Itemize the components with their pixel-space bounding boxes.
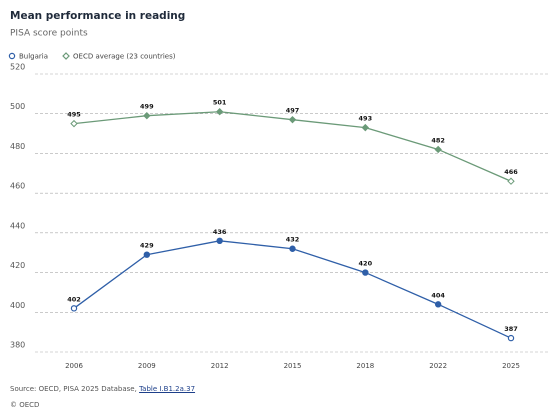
source-text: Source: OECD, PISA 2025 Database, [10, 385, 140, 393]
value-label: 482 [431, 136, 445, 144]
point [143, 251, 151, 258]
point [216, 237, 223, 244]
point [362, 269, 369, 276]
value-label: 387 [504, 325, 518, 333]
value-label: 404 [431, 291, 445, 299]
x-tick-label: 2025 [502, 362, 520, 370]
y-tick-label: 400 [10, 301, 25, 310]
value-label: 493 [359, 115, 373, 123]
point [215, 108, 224, 116]
value-label: 499 [140, 103, 154, 111]
y-tick-label: 520 [10, 63, 25, 72]
point [288, 115, 297, 124]
x-tick-label: 2015 [284, 362, 302, 370]
value-label: 497 [286, 107, 300, 115]
x-tick-label: 2018 [356, 362, 374, 370]
y-tick-label: 440 [10, 221, 25, 230]
value-label: 402 [67, 295, 81, 303]
copyright: © OECD [10, 401, 40, 409]
y-tick-label: 460 [10, 182, 25, 191]
point [434, 301, 442, 308]
value-label: 501 [213, 99, 227, 107]
x-tick-label: 2006 [65, 362, 83, 370]
point [507, 177, 515, 185]
point [434, 145, 442, 154]
legend-marker [8, 52, 16, 60]
legend-marker [62, 52, 70, 60]
value-label: 429 [140, 242, 154, 250]
y-tick-label: 420 [10, 261, 25, 270]
legend-label: Bulgaria [19, 53, 48, 61]
legend-label: OECD average (23 countries) [73, 53, 176, 61]
point [289, 245, 296, 252]
point [361, 123, 370, 132]
series-line [73, 240, 512, 339]
y-tick-label: 380 [10, 341, 25, 350]
y-tick-label: 500 [10, 102, 25, 111]
point [70, 119, 78, 128]
value-label: 420 [359, 260, 373, 268]
chart-title: Mean performance in reading [10, 10, 185, 22]
value-label: 495 [67, 111, 81, 119]
y-tick-label: 480 [10, 142, 25, 151]
x-tick-label: 2009 [138, 362, 156, 370]
chart: Mean performance in reading PISA score p… [8, 10, 548, 370]
point [70, 305, 78, 312]
point [507, 334, 515, 342]
source-link[interactable]: Table I.B1.2a.37 [139, 385, 196, 393]
x-tick-label: 2022 [429, 362, 447, 370]
value-label: 436 [213, 228, 227, 236]
chart-subtitle: PISA score points [10, 29, 88, 39]
point [143, 111, 151, 120]
x-tick-label: 2012 [211, 362, 229, 370]
source: Source: OECD, PISA 2025 Database, Table … [10, 385, 195, 393]
value-label: 432 [286, 236, 300, 244]
value-label: 466 [504, 168, 518, 176]
